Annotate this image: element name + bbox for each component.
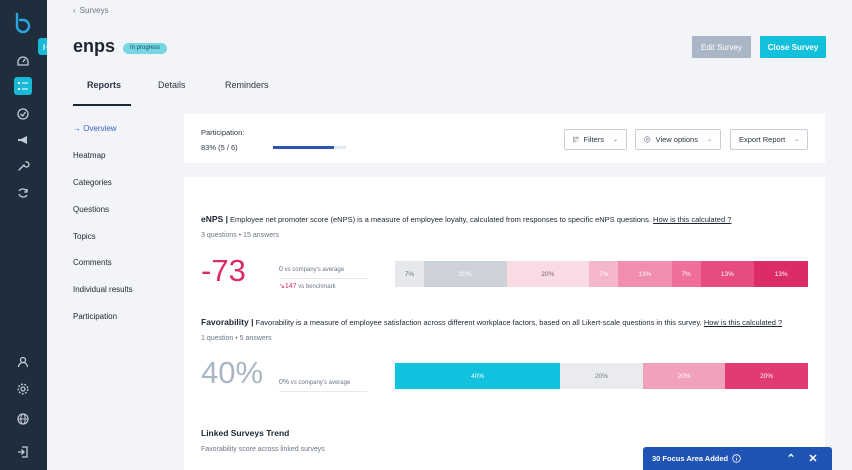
surveys-icon[interactable] bbox=[14, 77, 32, 95]
user-icon[interactable] bbox=[15, 354, 31, 370]
report-card: eNPS | Employee net promoter score (eNPS… bbox=[184, 177, 825, 470]
enps-segment-1[interactable]: 20% bbox=[423, 261, 507, 287]
focus-area-toast-text: 30 Focus Area Added bbox=[652, 454, 729, 463]
enps-segment-7[interactable]: 13% bbox=[754, 261, 808, 287]
tab-reminders[interactable]: Reminders bbox=[225, 80, 269, 90]
status-badge: In progress bbox=[123, 43, 168, 54]
participation-value: 83% (5 / 6) bbox=[201, 143, 238, 152]
favorability-meta: 1 question • 5 answers bbox=[201, 335, 272, 342]
favorability-title: Favorability | bbox=[201, 317, 254, 327]
sync-icon[interactable] bbox=[15, 185, 31, 201]
tab-details[interactable]: Details bbox=[158, 80, 186, 90]
favorability-company-label: vs company's average bbox=[290, 380, 351, 386]
subnav-topics[interactable]: Topics bbox=[73, 232, 96, 241]
arrow-right-icon: → bbox=[73, 124, 81, 133]
subnav-comments[interactable]: Comments bbox=[73, 258, 112, 267]
enps-title: eNPS | bbox=[201, 214, 228, 224]
trend-subtitle: Favorability score across linked surveys bbox=[201, 446, 325, 453]
view-options-icon bbox=[644, 136, 651, 143]
participation-label: Participation: bbox=[201, 128, 245, 137]
participation-card: Participation: 83% (5 / 6) Filters ⌄ Vie… bbox=[184, 114, 825, 163]
edit-survey-button[interactable]: Edit Survey bbox=[692, 36, 751, 58]
enps-benchmark-label: vs benchmark bbox=[298, 284, 336, 290]
enps-meta: 3 questions • 15 answers bbox=[201, 232, 279, 239]
announcements-icon[interactable] bbox=[15, 132, 31, 148]
favorability-company-compare: 0% vs company's average bbox=[279, 379, 350, 386]
filters-label: Filters bbox=[583, 135, 604, 144]
logout-icon[interactable] bbox=[15, 444, 31, 460]
favorability-segment-3[interactable]: 20% bbox=[725, 363, 808, 389]
settings-icon[interactable] bbox=[15, 381, 31, 397]
subnav-participation[interactable]: Participation bbox=[73, 312, 118, 321]
favorability-distribution-bar: 40% 20% 20% 20% bbox=[395, 363, 808, 389]
subnav-questions[interactable]: Questions bbox=[73, 205, 110, 214]
info-icon[interactable] bbox=[732, 454, 741, 463]
brand-logo bbox=[15, 12, 31, 34]
chevron-left-icon: ‹ bbox=[73, 6, 76, 15]
favorability-heading: Favorability | Favorability is a measure… bbox=[201, 317, 782, 327]
divider bbox=[279, 391, 367, 392]
subnav-heatmap[interactable]: Heatmap bbox=[73, 151, 106, 160]
left-nav-rail bbox=[0, 0, 47, 470]
page-title: enps bbox=[73, 36, 116, 56]
favorability-description: Favorability is a measure of employee sa… bbox=[255, 318, 702, 327]
active-tab-indicator bbox=[73, 104, 131, 106]
filter-grid-icon bbox=[573, 136, 579, 143]
enps-score: -73 bbox=[201, 253, 246, 288]
enps-segment-0[interactable]: 7% bbox=[395, 261, 424, 287]
focus-area-toast[interactable]: 30 Focus Area Added ⌃ ✕ bbox=[643, 447, 832, 470]
enps-segment-4[interactable]: 13% bbox=[618, 261, 672, 287]
breadcrumb-surveys[interactable]: Surveys bbox=[79, 6, 109, 15]
enps-company-compare: 0 vs company's average bbox=[279, 266, 344, 273]
tab-reports[interactable]: Reports bbox=[87, 80, 122, 90]
favorability-company-delta: 0% bbox=[279, 379, 290, 386]
chevron-down-icon: ⌄ bbox=[612, 137, 618, 143]
close-icon[interactable]: ✕ bbox=[808, 452, 818, 465]
enps-company-label: vs company's average bbox=[284, 267, 345, 273]
chevron-down-icon: ⌄ bbox=[794, 137, 800, 143]
chevron-down-icon: ⌄ bbox=[706, 137, 712, 143]
enps-distribution-bar: 7% 20% 20% 7% 13% 7% 13% 13% bbox=[395, 261, 808, 287]
favorability-score: 40% bbox=[201, 355, 264, 390]
breadcrumb[interactable]: ‹ Surveys bbox=[73, 6, 109, 15]
dashboard-icon[interactable] bbox=[15, 52, 31, 68]
enps-calc-link[interactable]: How is this calculated ? bbox=[653, 215, 732, 224]
view-options-label: View options bbox=[655, 135, 698, 144]
subnav-overview-label: Overview bbox=[83, 124, 117, 133]
enps-segment-6[interactable]: 13% bbox=[700, 261, 755, 287]
favorability-calc-link[interactable]: How is this calculated ? bbox=[703, 318, 783, 327]
goals-icon[interactable] bbox=[15, 106, 31, 122]
filters-button[interactable]: Filters ⌄ bbox=[564, 129, 627, 150]
tools-icon[interactable] bbox=[15, 158, 31, 174]
enps-benchmark-delta: ↘147 bbox=[279, 283, 297, 290]
export-report-button[interactable]: Export Report ⌄ bbox=[730, 129, 808, 150]
participation-progress-fill bbox=[273, 146, 334, 149]
close-survey-button[interactable]: Close Survey bbox=[760, 36, 826, 58]
enps-description: Employee net promoter score (eNPS) is a … bbox=[230, 215, 651, 224]
chevron-up-icon[interactable]: ⌃ bbox=[786, 452, 796, 465]
enps-company-delta: 0 bbox=[279, 266, 283, 273]
enps-heading: eNPS | Employee net promoter score (eNPS… bbox=[201, 214, 731, 224]
export-report-label: Export Report bbox=[739, 135, 786, 144]
enps-segment-3[interactable]: 7% bbox=[589, 261, 618, 287]
participation-progress-bar bbox=[273, 146, 346, 149]
enps-benchmark-compare: ↘147 vs benchmark bbox=[279, 282, 336, 290]
enps-segment-5[interactable]: 7% bbox=[671, 261, 701, 287]
favorability-segment-0[interactable]: 40% bbox=[395, 363, 561, 389]
globe-icon[interactable] bbox=[15, 411, 31, 427]
view-options-button[interactable]: View options ⌄ bbox=[635, 129, 721, 150]
page-header: ‹ Surveys enps In progress Edit Survey C… bbox=[47, 0, 852, 108]
favorability-segment-1[interactable]: 20% bbox=[560, 363, 643, 389]
favorability-segment-2[interactable]: 20% bbox=[642, 363, 726, 389]
subnav-categories[interactable]: Categories bbox=[73, 178, 112, 187]
enps-segment-2[interactable]: 20% bbox=[506, 261, 590, 287]
subnav-overview[interactable]: → Overview bbox=[73, 124, 117, 133]
divider bbox=[279, 278, 367, 279]
subnav-individual-results[interactable]: Individual results bbox=[73, 285, 133, 294]
trend-title: Linked Surveys Trend bbox=[201, 428, 290, 438]
